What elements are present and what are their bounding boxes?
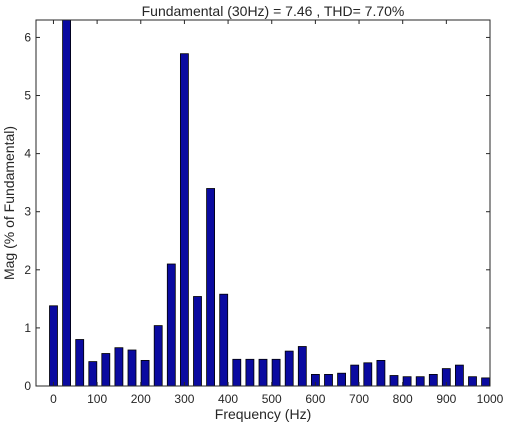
bar-480hz — [258, 358, 268, 387]
bar-0hz — [49, 305, 58, 387]
bar-330hz — [193, 296, 202, 387]
bar-180hz — [127, 349, 137, 387]
bar-90hz — [88, 361, 98, 387]
x-tick-label: 900 — [436, 392, 456, 406]
bar-120hz — [101, 353, 111, 387]
bar-270hz — [166, 263, 176, 387]
bar-30hz — [62, 19, 71, 387]
x-tick-label: 100 — [87, 392, 107, 406]
x-tick-label: 500 — [262, 392, 282, 406]
bar-570hz — [297, 346, 307, 387]
bar-210hz — [140, 359, 150, 387]
bar-450hz — [245, 358, 255, 387]
y-axis-label: Mag (% of Fundamental) — [1, 126, 17, 280]
bar-840hz — [415, 376, 425, 387]
bar-690hz — [350, 364, 360, 387]
y-tick-label: 1 — [24, 321, 31, 335]
bar-240hz — [153, 325, 163, 387]
bar-930hz — [454, 364, 464, 387]
y-tick-label: 2 — [24, 263, 31, 277]
x-tick-label: 600 — [305, 392, 325, 406]
y-tick-label: 3 — [24, 205, 31, 219]
bar-960hz — [468, 376, 477, 387]
y-tick-label: 0 — [24, 379, 31, 393]
bar-630hz — [324, 373, 333, 387]
bars-group — [49, 19, 491, 387]
bar-360hz — [206, 188, 216, 387]
bar-150hz — [114, 347, 124, 387]
chart-title: Fundamental (30Hz) = 7.46 , THD= 7.70% — [142, 3, 405, 19]
plot-frame — [35, 19, 491, 387]
bar-990hz — [481, 377, 491, 387]
x-tick-label: 200 — [131, 392, 151, 406]
x-tick-label: 0 — [50, 392, 57, 406]
y-tick-label: 5 — [24, 89, 31, 103]
bar-300hz — [179, 53, 189, 387]
x-tick-label: 1000 — [477, 392, 504, 406]
x-tick-label: 300 — [174, 392, 194, 406]
bar-420hz — [232, 358, 242, 387]
y-tick-label: 4 — [24, 147, 31, 161]
bar-510hz — [271, 358, 281, 387]
x-tick-label: 700 — [349, 392, 369, 406]
bar-750hz — [376, 359, 386, 387]
bar-780hz — [389, 375, 399, 387]
bar-810hz — [402, 376, 412, 387]
plot-area — [36, 20, 490, 386]
x-tick-label: 800 — [393, 392, 413, 406]
bar-870hz — [428, 373, 438, 387]
bar-660hz — [337, 372, 347, 387]
bar-540hz — [284, 350, 294, 387]
x-tick-label: 400 — [218, 392, 238, 406]
y-axis-ticks: 0 1 2 3 4 5 6 — [24, 30, 490, 393]
bar-390hz — [219, 293, 229, 387]
bar-60hz — [75, 339, 85, 387]
x-axis-ticks: 0 100 200 300 400 500 600 700 800 900 1000 — [50, 20, 504, 406]
bar-720hz — [363, 362, 373, 387]
y-tick-label: 6 — [24, 30, 31, 44]
x-axis-label: Frequency (Hz) — [215, 406, 311, 422]
